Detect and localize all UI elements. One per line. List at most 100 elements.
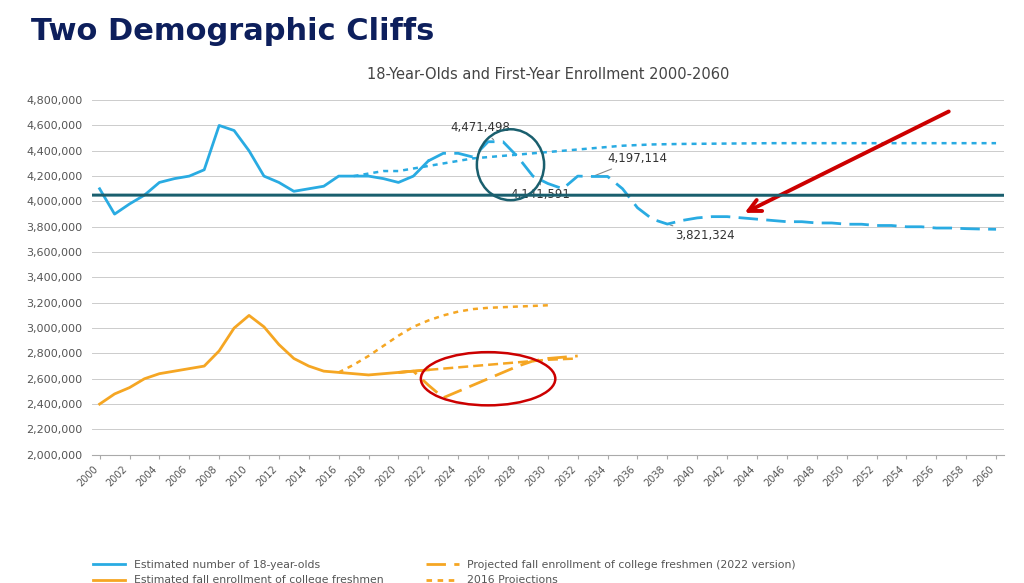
Estimated fall enrollment of college freshmen — [272, 341, 285, 348]
Estimated number of 18-year-olds — [408, 173, 420, 180]
2016 Projections — [512, 303, 524, 310]
Projected number of 18-year-olds (2023 version) — [945, 224, 957, 231]
Estimated number of 18-year-olds — [362, 173, 375, 180]
Estimated fall enrollment of college freshmen — [317, 368, 330, 375]
Estimated fall enrollment of college freshmen — [183, 365, 196, 372]
Text: 4,197,114: 4,197,114 — [595, 152, 668, 175]
Projected number of 18-year-olds (2023 version) — [766, 217, 778, 224]
Projected number of 18-year-olds (2017 version) — [766, 140, 778, 147]
Estimated number of 18-year-olds — [378, 175, 390, 182]
Projected fall enrollment of college freshmen (2022 version) — [437, 394, 450, 401]
Estimated number of 18-year-olds — [392, 179, 404, 186]
Projected number of 18-year-olds (2017 version) — [811, 140, 823, 147]
Projected number of 18-year-olds (2017 version) — [721, 140, 733, 147]
Estimated fall enrollment of college freshmen — [258, 324, 270, 331]
Projected number of 18-year-olds (2017 version) — [691, 141, 703, 147]
Projected number of 18-year-olds (2023 version) — [706, 213, 718, 220]
2016 Projections — [526, 303, 539, 310]
Projected number of 18-year-olds (2023 version) — [676, 217, 688, 224]
2020 Projections — [437, 365, 450, 372]
Projected number of 18-year-olds (2023 version) — [632, 204, 644, 211]
Projected number of 18-year-olds (2017 version) — [855, 140, 867, 147]
Projected number of 18-year-olds (2023 version) — [930, 224, 942, 231]
Projected number of 18-year-olds (2017 version) — [497, 152, 509, 159]
Projected number of 18-year-olds (2017 version) — [990, 140, 1002, 147]
2016 Projections — [392, 332, 404, 339]
2020 Projections — [467, 363, 479, 370]
Projected fall enrollment of college freshmen (2022 version) — [542, 355, 554, 362]
Estimated fall enrollment of college freshmen — [288, 355, 300, 362]
Projected number of 18-year-olds (2017 version) — [900, 140, 912, 147]
Line: Estimated number of 18-year-olds: Estimated number of 18-year-olds — [99, 125, 428, 214]
2016 Projections — [408, 324, 420, 331]
Projected number of 18-year-olds (2023 version) — [961, 225, 973, 232]
Legend: Estimated number of 18-year-olds, Estimated fall enrollment of college freshmen,: Estimated number of 18-year-olds, Estima… — [88, 556, 801, 583]
Projected fall enrollment of college freshmen (2022 version) — [512, 363, 524, 370]
2020 Projections — [482, 361, 495, 368]
Projected number of 18-year-olds (2017 version) — [482, 153, 495, 160]
2020 Projections — [512, 359, 524, 366]
Estimated fall enrollment of college freshmen — [228, 325, 241, 332]
Estimated fall enrollment of college freshmen — [243, 312, 255, 319]
Projected number of 18-year-olds (2023 version) — [990, 226, 1002, 233]
Projected number of 18-year-olds (2023 version) — [900, 223, 912, 230]
Projected fall enrollment of college freshmen (2022 version) — [392, 369, 404, 376]
Estimated fall enrollment of college freshmen — [422, 366, 434, 373]
Estimated number of 18-year-olds — [422, 157, 434, 164]
Projected number of 18-year-olds (2023 version) — [736, 215, 749, 222]
Line: Estimated fall enrollment of college freshmen: Estimated fall enrollment of college fre… — [99, 315, 428, 404]
Projected number of 18-year-olds (2017 version) — [751, 140, 763, 147]
Projected number of 18-year-olds (2023 version) — [721, 213, 733, 220]
Projected number of 18-year-olds (2017 version) — [870, 140, 883, 147]
Estimated fall enrollment of college freshmen — [154, 370, 166, 377]
Estimated fall enrollment of college freshmen — [333, 369, 345, 376]
2020 Projections — [422, 366, 434, 373]
Projected fall enrollment of college freshmen (2022 version) — [408, 368, 420, 375]
Line: Projected number of 18-year-olds (2023 version): Projected number of 18-year-olds (2023 v… — [428, 142, 996, 229]
Text: 4,141,591: 4,141,591 — [511, 184, 570, 201]
Projected number of 18-year-olds (2023 version) — [646, 216, 658, 223]
Projected number of 18-year-olds (2017 version) — [736, 140, 749, 147]
Projected number of 18-year-olds (2023 version) — [497, 138, 509, 145]
2016 Projections — [347, 361, 359, 368]
Projected fall enrollment of college freshmen (2022 version) — [571, 353, 584, 360]
Estimated fall enrollment of college freshmen — [138, 375, 151, 382]
Estimated fall enrollment of college freshmen — [168, 368, 180, 375]
Estimated fall enrollment of college freshmen — [123, 384, 135, 391]
Projected number of 18-year-olds (2023 version) — [975, 226, 987, 233]
Projected number of 18-year-olds (2023 version) — [780, 218, 793, 225]
Projected number of 18-year-olds (2017 version) — [362, 170, 375, 177]
2020 Projections — [452, 364, 464, 371]
Estimated fall enrollment of college freshmen — [93, 401, 105, 408]
Projected number of 18-year-olds (2017 version) — [646, 141, 658, 148]
Projected number of 18-year-olds (2017 version) — [408, 165, 420, 172]
Projected fall enrollment of college freshmen (2022 version) — [422, 382, 434, 389]
2016 Projections — [333, 369, 345, 376]
Projected number of 18-year-olds (2017 version) — [975, 140, 987, 147]
Estimated number of 18-year-olds — [109, 210, 121, 217]
Projected number of 18-year-olds (2023 version) — [841, 221, 853, 228]
Projected number of 18-year-olds (2023 version) — [422, 157, 434, 164]
Projected number of 18-year-olds (2017 version) — [452, 157, 464, 164]
2016 Projections — [437, 312, 450, 319]
2020 Projections — [526, 357, 539, 364]
2020 Projections — [542, 356, 554, 363]
Projected fall enrollment of college freshmen (2022 version) — [557, 354, 569, 361]
Projected number of 18-year-olds (2017 version) — [616, 142, 629, 149]
2016 Projections — [482, 304, 495, 311]
Estimated number of 18-year-olds — [168, 175, 180, 182]
Estimated fall enrollment of college freshmen — [362, 371, 375, 378]
2016 Projections — [542, 302, 554, 309]
Projected number of 18-year-olds (2023 version) — [616, 185, 629, 192]
Projected number of 18-year-olds (2017 version) — [930, 140, 942, 147]
Projected number of 18-year-olds (2017 version) — [632, 142, 644, 149]
Estimated fall enrollment of college freshmen — [392, 369, 404, 376]
Estimated number of 18-year-olds — [183, 173, 196, 180]
2020 Projections — [497, 360, 509, 367]
Estimated fall enrollment of college freshmen — [378, 370, 390, 377]
Projected number of 18-year-olds (2017 version) — [841, 140, 853, 147]
2020 Projections — [392, 369, 404, 376]
Projected number of 18-year-olds (2023 version) — [751, 216, 763, 223]
Projected number of 18-year-olds (2017 version) — [961, 140, 973, 147]
Projected number of 18-year-olds (2023 version) — [796, 218, 808, 225]
